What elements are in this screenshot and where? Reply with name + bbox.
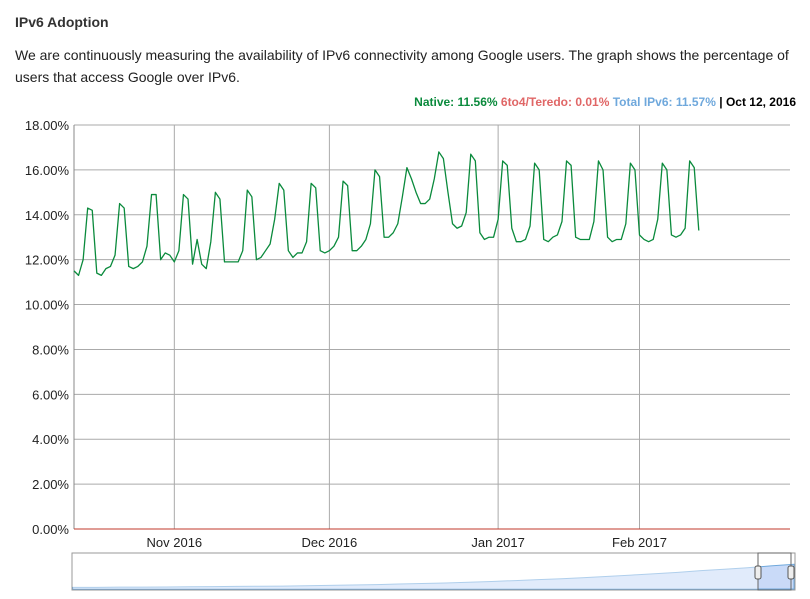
x-tick-label: Dec 2016 (302, 535, 358, 550)
navigator-handle-right[interactable] (787, 565, 795, 580)
y-tick-label: 12.00% (25, 253, 70, 268)
y-tick-label: 4.00% (32, 432, 69, 447)
x-tick-label: Nov 2016 (147, 535, 203, 550)
legend-teredo: 6to4/Teredo: 0.01% (500, 95, 610, 109)
y-tick-label: 10.00% (25, 298, 70, 313)
y-tick-label: 18.00% (25, 118, 70, 133)
y-tick-label: 6.00% (32, 387, 69, 402)
x-axis: Nov 2016 Dec 2016 Jan 2017 Feb 2017 (147, 535, 667, 550)
y-tick-label: 0.00% (32, 522, 69, 537)
legend-total: Total IPv6: 11.57% (612, 95, 716, 109)
y-tick-label: 2.00% (32, 477, 69, 492)
y-tick-label: 14.00% (25, 208, 70, 223)
page-title: IPv6 Adoption (15, 14, 109, 30)
range-navigator[interactable] (71, 552, 796, 591)
legend-date: Oct 12, 2016 (725, 95, 796, 109)
navigator-handle-left[interactable] (754, 565, 762, 580)
y-tick-label: 8.00% (32, 342, 69, 357)
x-tick-label: Jan 2017 (471, 535, 525, 550)
y-tick-label: 16.00% (25, 163, 70, 178)
legend-separator: | (719, 95, 723, 109)
series-layer (73, 151, 700, 277)
series-line-native (73, 151, 700, 277)
x-tick-label: Feb 2017 (612, 535, 667, 550)
navigator-area (72, 563, 795, 590)
y-axis: 0.00% 2.00% 4.00% 6.00% 8.00% 10.00% 12.00% 14.… (25, 118, 70, 537)
navigator-mask (73, 554, 758, 589)
gridlines (73, 124, 790, 530)
description-text: We are continuously measuring the availa… (15, 47, 789, 85)
legend-native: Native: 11.56% (414, 95, 498, 109)
chart-legend: Native: 11.56% 6to4/Teredo: 0.01% Total … (414, 95, 796, 109)
